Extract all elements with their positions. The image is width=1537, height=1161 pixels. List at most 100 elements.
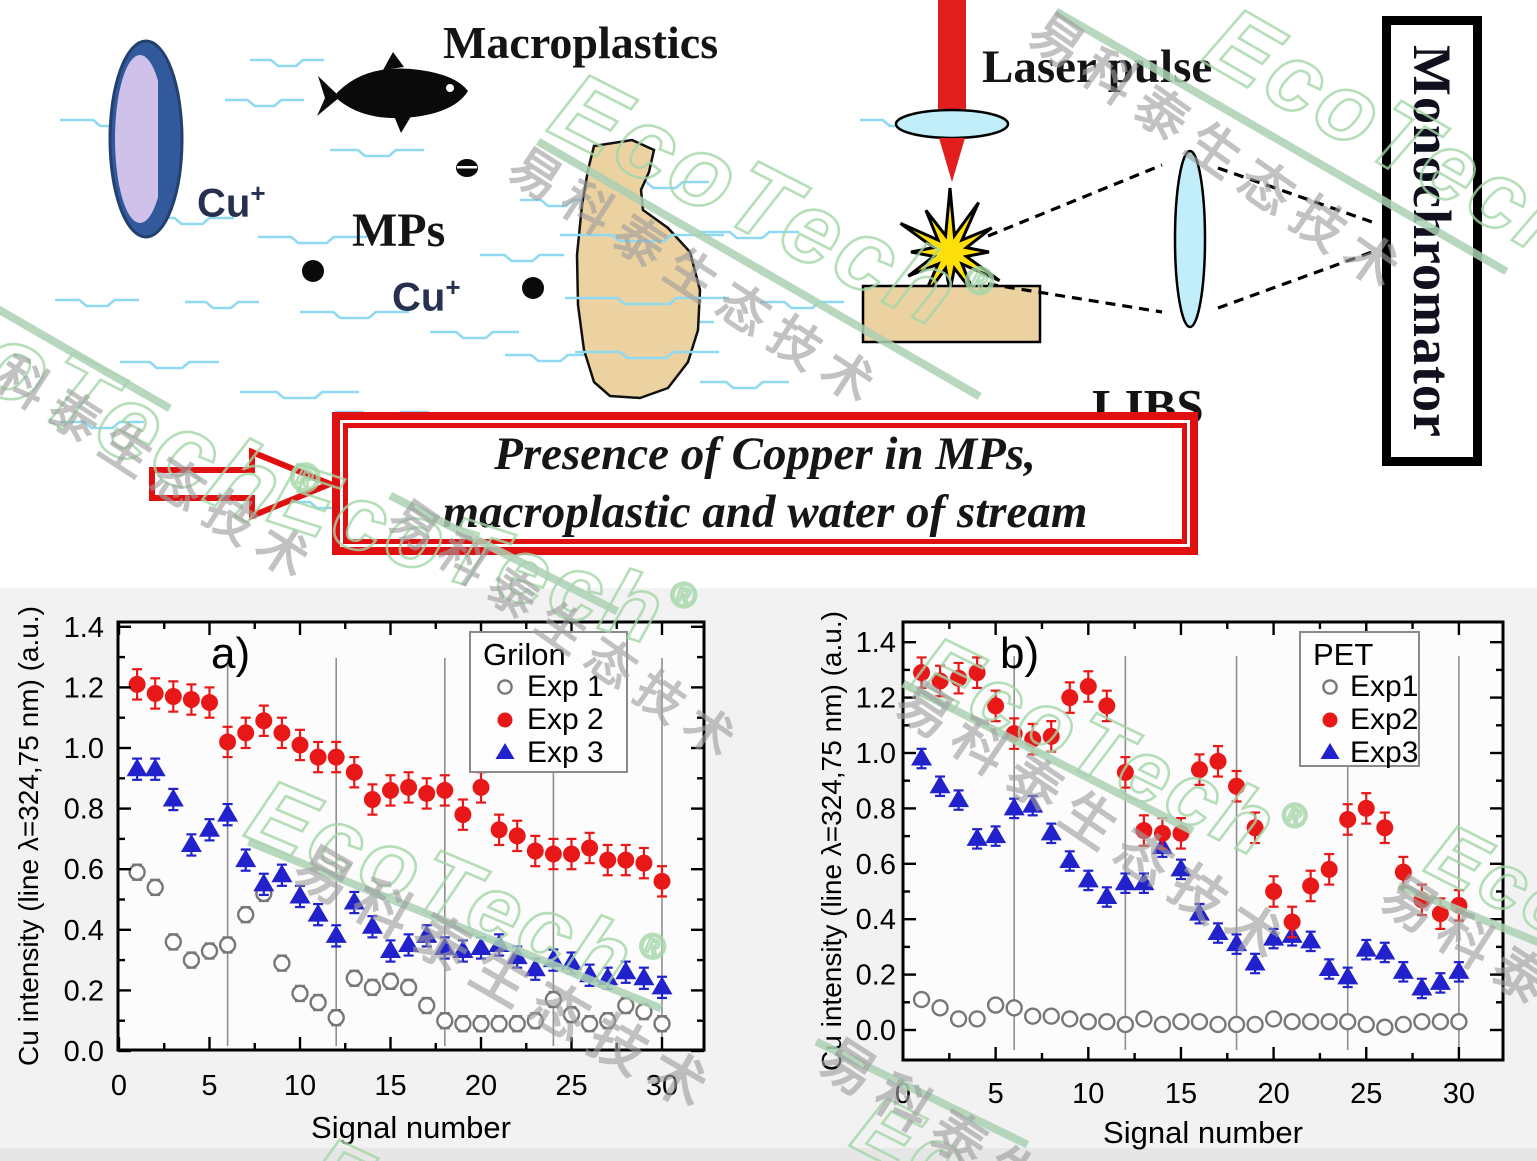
marker-filled-circle: [1394, 863, 1412, 881]
x-axis-label: Signal number: [311, 1110, 511, 1145]
marker-filled-circle: [1322, 712, 1338, 728]
disk-edge: [158, 70, 168, 208]
marker-open-circle: [580, 1015, 599, 1033]
result-arrow-icon: [149, 447, 338, 521]
marker-filled-circle: [237, 724, 255, 742]
stream-line: [60, 420, 144, 430]
y-axis-label: Cu intensity (line λ=324,75 nm) (a.u.): [816, 611, 847, 1071]
marker-open-circle: [1357, 1015, 1375, 1034]
disk-face: [115, 55, 165, 223]
marker-open-circle: [1320, 1013, 1338, 1031]
marker-filled-circle: [291, 736, 309, 754]
marker-filled-triangle: [180, 833, 202, 852]
monochromator-label: Monochromator: [1402, 44, 1462, 438]
marker-filled-circle: [1283, 913, 1301, 931]
y-tick-label: 0.2: [856, 960, 896, 992]
marker-open-circle: [200, 942, 219, 960]
fish-body: [334, 68, 468, 119]
legend-entry-label: Exp 2: [527, 703, 604, 736]
marker-open-circle: [164, 933, 182, 951]
legend-entry-label: Exp2: [1350, 703, 1418, 736]
marker-filled-circle: [128, 675, 146, 693]
marker-filled-triangle: [162, 788, 184, 807]
marker-filled-triangle: [144, 758, 166, 777]
marker-filled-circle: [497, 712, 513, 728]
marker-open-circle: [146, 878, 164, 897]
marker-filled-circle: [1246, 819, 1264, 837]
marker-filled-circle: [454, 806, 472, 824]
x-tick-label: 15: [1165, 1078, 1197, 1110]
marker-filled-circle: [1116, 763, 1134, 781]
marker-open-circle: [1209, 1015, 1227, 1034]
x-tick-label: 15: [374, 1070, 406, 1102]
marker-open-circle: [128, 863, 146, 881]
marker-filled-circle: [1042, 727, 1060, 745]
fish-icon: [317, 52, 468, 133]
marker-open-circle: [327, 1008, 345, 1027]
marker-open-circle: [1450, 1013, 1468, 1031]
marker-filled-triangle: [1448, 960, 1470, 979]
marker-open-circle: [912, 990, 931, 1009]
marker-open-circle: [1301, 1013, 1320, 1031]
y-tick-label: 0.0: [64, 1036, 104, 1068]
marker-open-circle: [1135, 1010, 1153, 1028]
marker-filled-circle: [219, 733, 237, 751]
laser-beam: [938, 0, 966, 112]
chart-a: 0 5 10 15 20 25 30 0.0 0.2 0.4 0.6 0.8 1.0 1.2 1.4 Sign…: [13, 606, 706, 1145]
marker-open-circle: [291, 984, 309, 1003]
marker-open-circle: [237, 905, 255, 924]
marker-filled-circle: [508, 827, 526, 845]
marker-open-circle: [1376, 1018, 1394, 1036]
marker-open-circle: [399, 978, 418, 997]
marker-open-circle: [490, 1015, 508, 1033]
x-tick-label: 10: [284, 1070, 316, 1102]
marker-open-circle: [1283, 1013, 1301, 1031]
y-tick-labels: 0.0 0.2 0.4 0.6 0.8 1.0 1.2 1.4: [856, 627, 896, 1047]
x-axis-label: Signal number: [1103, 1115, 1303, 1150]
legend-entry-label: Exp 1: [527, 670, 604, 703]
cu-disk: [108, 39, 184, 239]
marker-filled-triangle: [1226, 933, 1248, 952]
marker-filled-circle: [1302, 877, 1320, 895]
marker-filled-triangle: [1392, 960, 1414, 979]
marker-open-circle: [309, 993, 327, 1012]
marker-open-circle: [1024, 1007, 1042, 1025]
conclusion-box: Presence of Copper in MPs, macroplastic …: [332, 412, 1198, 555]
marker-filled-circle: [273, 724, 291, 742]
y-tick-label: 0.4: [64, 915, 104, 947]
marker-open-circle: [1413, 1013, 1431, 1031]
series-exp1: [912, 990, 1468, 1036]
marker-filled-circle: [1005, 725, 1023, 743]
marker-filled-circle: [201, 694, 218, 712]
marker-open-circle: [1061, 1010, 1079, 1028]
cu-ion-label-1: Cu+: [197, 178, 266, 226]
stream-line: [225, 98, 304, 108]
marker-filled-circle: [1024, 730, 1042, 748]
x-tick-label: 5: [988, 1078, 1004, 1110]
x-tick-label: 20: [465, 1070, 497, 1102]
marker-filled-circle: [653, 872, 671, 890]
stream-line: [185, 300, 259, 310]
marker-filled-circle: [1135, 822, 1153, 840]
marker-filled-triangle: [1300, 930, 1322, 949]
marker-filled-circle: [617, 851, 635, 869]
marker-open-circle: [508, 1015, 526, 1033]
marker-filled-triangle: [1207, 922, 1229, 941]
stream-line: [150, 216, 234, 226]
marker-open-circle: [1246, 1015, 1264, 1034]
legend-entry-label: Exp3: [1350, 736, 1418, 769]
marker-filled-triangle: [495, 743, 515, 759]
legend-entry-label: Exp 3: [527, 736, 604, 769]
fish-tail: [317, 76, 340, 116]
fish-top-fin: [383, 52, 404, 70]
marker-filled-triangle: [1096, 886, 1118, 905]
y-tick-label: 1.2: [856, 683, 896, 715]
stream-line: [430, 330, 519, 340]
marker-filled-circle: [472, 778, 490, 796]
x-tick-label: 30: [1443, 1078, 1475, 1110]
marker-open-circle: [345, 969, 363, 987]
marker-open-circle: [273, 954, 291, 972]
marker-open-circle: [968, 1010, 986, 1028]
